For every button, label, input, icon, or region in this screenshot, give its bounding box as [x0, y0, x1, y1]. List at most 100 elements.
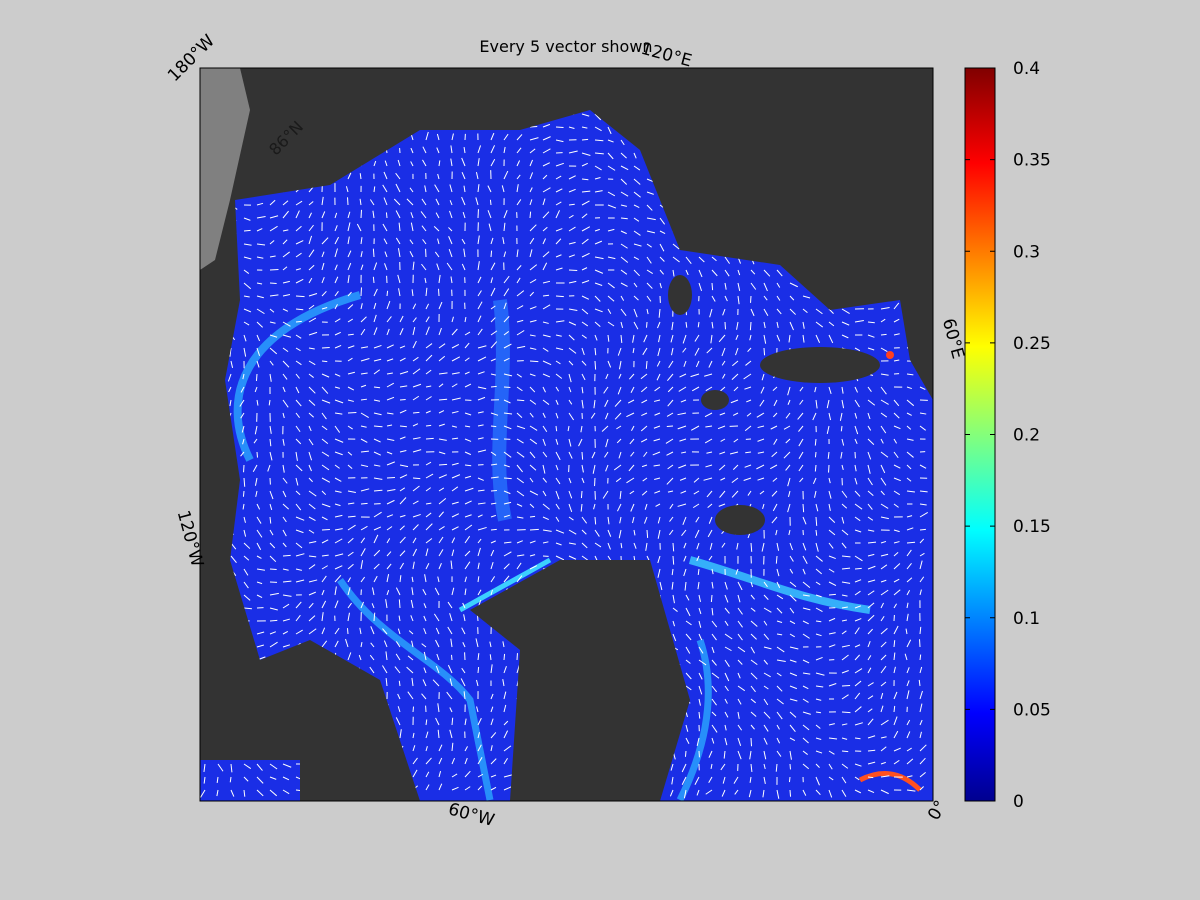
vector	[360, 251, 363, 258]
vector	[919, 654, 922, 661]
vector	[591, 451, 596, 459]
vector	[230, 555, 237, 564]
vector	[880, 425, 887, 434]
vector	[698, 282, 703, 292]
vector	[424, 185, 427, 193]
vector	[308, 249, 315, 258]
vector	[633, 529, 636, 536]
vector	[683, 360, 687, 367]
vector	[308, 317, 317, 323]
vector	[763, 282, 768, 292]
vector	[425, 131, 429, 141]
vector	[373, 186, 376, 193]
vector	[282, 294, 291, 297]
vector	[616, 425, 622, 430]
vector	[555, 188, 563, 193]
vector	[464, 550, 471, 557]
vector	[411, 587, 414, 596]
vector	[555, 516, 560, 522]
vector	[750, 646, 756, 654]
vector	[798, 451, 804, 460]
vector	[620, 542, 623, 549]
vector	[724, 711, 729, 718]
vector	[411, 677, 414, 687]
vector	[503, 399, 511, 404]
vector	[516, 540, 523, 544]
vector	[477, 290, 482, 297]
vector	[906, 602, 909, 609]
vector	[641, 399, 648, 404]
vector	[633, 204, 640, 209]
vector	[308, 360, 316, 366]
vector	[607, 126, 612, 135]
title: Every 5 vector shown	[479, 37, 652, 56]
vector	[594, 269, 604, 274]
vector	[568, 241, 576, 245]
vector	[529, 291, 535, 297]
vector	[773, 399, 778, 407]
vector	[464, 561, 471, 570]
vector	[737, 737, 742, 746]
vector	[798, 425, 804, 432]
vector	[411, 576, 414, 583]
vector	[867, 614, 875, 622]
vector	[412, 368, 421, 375]
vector	[410, 615, 414, 622]
vector	[568, 490, 573, 499]
vector	[282, 373, 288, 380]
vector	[282, 763, 292, 768]
vector	[880, 761, 886, 765]
vector	[773, 438, 778, 445]
vector	[438, 372, 448, 375]
vector	[216, 789, 219, 797]
vector	[698, 633, 703, 641]
vector	[269, 215, 279, 219]
vector	[256, 763, 263, 771]
vector	[451, 486, 459, 492]
vector	[893, 603, 898, 609]
vector	[529, 347, 537, 350]
vector	[269, 240, 275, 245]
vector	[347, 399, 354, 402]
vector	[658, 308, 661, 318]
vector	[789, 308, 796, 315]
vector	[645, 542, 648, 551]
vector	[243, 789, 246, 797]
vector	[568, 254, 576, 258]
vector	[633, 165, 641, 171]
vector	[216, 776, 219, 784]
vector	[399, 385, 408, 388]
vector	[854, 567, 862, 570]
vector	[464, 535, 471, 544]
vector	[412, 383, 422, 388]
vector	[282, 529, 287, 537]
vector	[451, 501, 459, 505]
vector	[488, 223, 492, 232]
vector	[447, 601, 453, 609]
vector	[282, 399, 289, 408]
vector	[395, 172, 401, 180]
vector	[604, 412, 609, 420]
vector	[386, 590, 390, 596]
vector	[656, 360, 661, 367]
vector	[516, 575, 523, 583]
vector	[880, 451, 889, 458]
vector	[867, 735, 876, 739]
vector	[880, 503, 889, 509]
vector	[490, 576, 496, 583]
vector	[568, 126, 575, 130]
vector	[406, 666, 414, 674]
vector	[503, 275, 510, 284]
vector	[906, 639, 912, 648]
vector	[906, 451, 914, 458]
vector	[360, 641, 363, 648]
vector	[412, 732, 415, 739]
vector	[633, 152, 637, 159]
vector	[620, 191, 629, 197]
vector	[854, 399, 860, 408]
vector	[668, 529, 674, 536]
vector	[906, 549, 912, 557]
vector	[761, 542, 765, 552]
vector	[814, 438, 817, 446]
vector	[747, 347, 752, 353]
